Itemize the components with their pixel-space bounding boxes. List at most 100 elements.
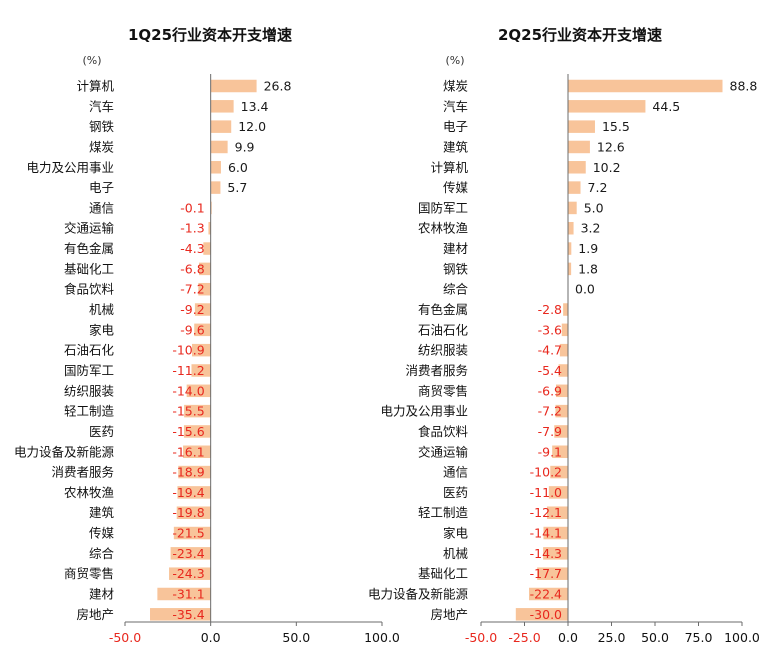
x-tick-label: 100.0 <box>724 630 760 645</box>
bar-1-25 <box>157 587 211 601</box>
chart-title: 2Q25行业资本开支增速 <box>498 26 662 44</box>
data-label: -9.2 <box>180 302 204 317</box>
category-label: 轻工制造 <box>64 404 115 419</box>
data-label: -11.2 <box>172 363 204 378</box>
data-label: -18.9 <box>172 465 204 480</box>
data-label: -17.7 <box>530 566 562 581</box>
category-label: 交通运输 <box>418 444 469 459</box>
data-label: -23.4 <box>172 546 204 561</box>
category-label: 交通运输 <box>64 221 115 236</box>
x-tick-label: 0.0 <box>201 630 221 645</box>
chart-title: 1Q25行业资本开支增速 <box>128 26 292 44</box>
data-label: -10.2 <box>530 465 562 480</box>
x-tick-label: -50.0 <box>465 630 497 645</box>
category-label: 纺织服装 <box>64 383 114 398</box>
category-label: 煤炭 <box>89 139 114 154</box>
category-label: 医药 <box>443 485 468 500</box>
category-label: 国防军工 <box>64 363 114 378</box>
category-label: 传媒 <box>89 526 115 541</box>
data-label: -3.6 <box>538 322 562 337</box>
data-label: -21.5 <box>172 526 204 541</box>
category-label: 传媒 <box>443 180 469 195</box>
category-label: 电子 <box>89 180 114 195</box>
data-label: -31.1 <box>172 587 204 602</box>
category-label: 食品饮料 <box>64 282 115 297</box>
data-label: 10.2 <box>593 160 621 175</box>
category-label: 基础化工 <box>418 566 468 581</box>
bar-2-4 <box>568 161 586 174</box>
bar-2-8 <box>568 242 572 255</box>
bar-1-22 <box>173 526 211 540</box>
category-label: 计算机 <box>430 160 468 175</box>
data-label: 26.8 <box>264 79 292 94</box>
data-label: 6.0 <box>228 160 248 175</box>
bar-1-24 <box>169 567 211 580</box>
bar-2-6 <box>568 201 577 215</box>
category-label: 农林牧渔 <box>64 485 114 500</box>
category-label: 商贸零售 <box>418 383 468 398</box>
category-label: 煤炭 <box>443 79 468 94</box>
data-label: -24.3 <box>172 566 204 581</box>
category-label: 房地产 <box>430 607 468 622</box>
bar-1-18 <box>183 445 211 459</box>
category-label: 机械 <box>443 546 469 561</box>
data-label: -16.1 <box>172 444 204 459</box>
bar-1-8 <box>203 242 211 255</box>
bar-1-3 <box>210 140 228 154</box>
bar-2-24 <box>537 567 568 580</box>
x-tick-label: 50.0 <box>282 630 310 645</box>
data-label: 44.5 <box>652 99 680 114</box>
data-label: 88.8 <box>730 79 758 94</box>
bar-1-2 <box>210 120 232 133</box>
x-tick-label: 100.0 <box>364 630 400 645</box>
data-label: 5.7 <box>227 180 247 195</box>
bar-2-14 <box>558 364 568 377</box>
data-label: -4.3 <box>180 241 204 256</box>
x-tick-label: -25.0 <box>508 630 540 645</box>
bar-2-21 <box>546 506 568 519</box>
bar-2-2 <box>568 120 595 133</box>
bar-1-20 <box>177 486 211 499</box>
bar-1-14 <box>191 364 211 377</box>
category-label: 家电 <box>89 322 115 337</box>
category-label: 建筑 <box>89 505 115 520</box>
data-label: -6.8 <box>180 261 204 276</box>
x-tick-label: 0.0 <box>558 630 578 645</box>
bar-1-4 <box>210 161 221 174</box>
bar-1-11 <box>194 303 211 316</box>
data-label: -15.5 <box>172 404 204 419</box>
category-label: 电子 <box>443 119 468 134</box>
bar-1-23 <box>170 547 211 560</box>
bar-1-15 <box>186 384 211 398</box>
category-label: 钢铁 <box>443 261 469 276</box>
bar-1-0 <box>210 79 257 93</box>
data-label: -6.9 <box>538 383 562 398</box>
category-label: 电力设备及新能源 <box>368 587 469 602</box>
bar-1-19 <box>178 465 211 479</box>
bar-1-26 <box>150 608 211 621</box>
data-label: 15.5 <box>602 119 630 134</box>
data-label: -14.0 <box>172 383 204 398</box>
x-tick-label: 25.0 <box>598 630 626 645</box>
data-label: 1.8 <box>578 261 598 276</box>
category-label: 通信 <box>443 465 468 480</box>
category-label: 有色金属 <box>64 241 114 256</box>
bar-2-15 <box>555 384 568 398</box>
category-label: 农林牧渔 <box>418 221 468 236</box>
bar-2-20 <box>548 486 568 499</box>
bar-2-26 <box>515 608 568 621</box>
bar-2-9 <box>568 262 572 276</box>
bar-1-16 <box>184 404 211 418</box>
category-label: 消费者服务 <box>51 465 114 480</box>
data-label: -0.1 <box>180 200 204 215</box>
data-label: -15.6 <box>172 424 204 439</box>
data-label: -22.4 <box>530 587 562 602</box>
category-label: 建材 <box>443 241 468 256</box>
data-label: -12.1 <box>530 505 562 520</box>
data-label: -1.3 <box>180 221 204 236</box>
data-label: 13.4 <box>241 99 269 114</box>
data-label: 1.9 <box>578 241 598 256</box>
bar-2-0 <box>568 79 723 93</box>
bar-1-10 <box>198 282 211 296</box>
bar-1-7 <box>208 221 211 235</box>
